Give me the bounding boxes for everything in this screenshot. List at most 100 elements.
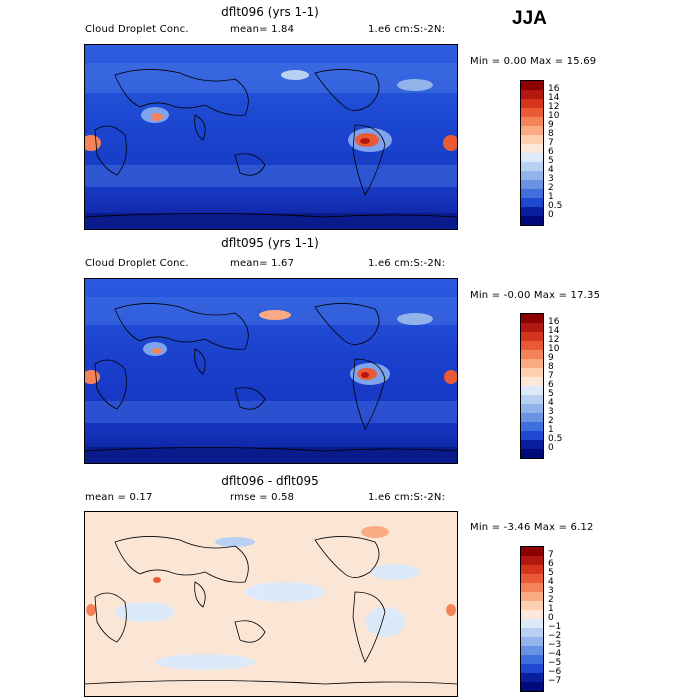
colorbar-tick-label: 0 <box>548 443 554 453</box>
colorbar-tick-label: 0.5 <box>548 201 563 211</box>
colorbar-tick-label: 9 <box>548 353 554 363</box>
colorbar-swatch <box>521 117 543 127</box>
colorbar-swatch <box>521 198 543 208</box>
colorbar-tick-label: 9 <box>548 120 554 130</box>
colorbar-swatch <box>521 180 543 190</box>
colorbar-tick-label: 0 <box>548 613 554 623</box>
panel-3-mean-label: mean = 0.17 <box>85 492 153 503</box>
colorbar-swatch <box>521 664 543 674</box>
colorbar-tick-label: 16 <box>548 84 560 94</box>
colorbar-tick-label: 10 <box>548 344 560 354</box>
colorbar-swatch <box>521 655 543 665</box>
colorbar-tick-label: 6 <box>548 559 554 569</box>
colorbar-tick-label: 5 <box>548 156 554 166</box>
panel-3-colorbar-swatches <box>521 547 543 692</box>
colorbar-swatch <box>521 610 543 620</box>
colorbar-swatch <box>521 314 543 324</box>
colorbar-swatch <box>521 368 543 378</box>
colorbar-tick-label: −1 <box>548 622 562 632</box>
colorbar-swatch <box>521 547 543 557</box>
colorbar-swatch <box>521 422 543 432</box>
colorbar-swatch <box>521 404 543 414</box>
colorbar-swatch <box>521 341 543 351</box>
colorbar-swatch <box>521 359 543 369</box>
panel-3-map <box>84 511 458 697</box>
colorbar-swatch <box>521 377 543 387</box>
colorbar-swatch <box>521 126 543 136</box>
colorbar-tick-label: 10 <box>548 111 560 121</box>
colorbar-tick-label: 4 <box>548 398 554 408</box>
colorbar-swatch <box>521 162 543 172</box>
panel-2-colorbar-swatches <box>521 314 543 459</box>
panel-1-colorbar-swatches <box>521 81 543 226</box>
colorbar-tick-label: 2 <box>548 595 554 605</box>
panel-3-colorbar-box <box>520 546 544 692</box>
colorbar-tick-label: 7 <box>548 550 554 560</box>
colorbar-swatch <box>521 574 543 584</box>
panel-2-colorbar-box <box>520 313 544 459</box>
panel-2-map <box>84 278 458 464</box>
panel-3-title: dflt096 - dflt095 <box>221 474 319 488</box>
panel-2-units-label: 1.e6 cm:S:-2N: <box>368 258 446 269</box>
panel-3-minmax: Min = -3.46 Max = 6.12 <box>470 522 594 533</box>
panel-3-rmse-label: rmse = 0.58 <box>230 492 295 503</box>
panel-1-map <box>84 44 458 230</box>
colorbar-swatch <box>521 449 543 459</box>
colorbar-tick-label: 8 <box>548 129 554 139</box>
colorbar-tick-label: 7 <box>548 138 554 148</box>
panel-2-variable-label: Cloud Droplet Conc. <box>85 258 189 269</box>
colorbar-swatch <box>521 171 543 181</box>
panel-1-colorbar-box <box>520 80 544 226</box>
colorbar-swatch <box>521 144 543 154</box>
colorbar-tick-label: 1 <box>548 192 554 202</box>
colorbar-swatch <box>521 395 543 405</box>
colorbar-swatch <box>521 601 543 611</box>
colorbar-swatch <box>521 682 543 692</box>
colorbar-tick-label: −5 <box>548 658 562 668</box>
panel-1-units-label: 1.e6 cm:S:-2N: <box>368 24 446 35</box>
colorbar-tick-label: −3 <box>548 640 562 650</box>
colorbar-swatch <box>521 565 543 575</box>
colorbar-tick-label: 12 <box>548 335 560 345</box>
colorbar-swatch <box>521 81 543 91</box>
panel-1-variable-label: Cloud Droplet Conc. <box>85 24 189 35</box>
colorbar-tick-label: 3 <box>548 407 554 417</box>
colorbar-swatch <box>521 413 543 423</box>
colorbar-swatch <box>521 386 543 396</box>
colorbar-tick-label: 0 <box>548 210 554 220</box>
colorbar-tick-label: 4 <box>548 577 554 587</box>
colorbar-swatch <box>521 207 543 217</box>
colorbar-swatch <box>521 673 543 683</box>
colorbar-tick-label: 3 <box>548 174 554 184</box>
colorbar-tick-label: 2 <box>548 183 554 193</box>
colorbar-swatch <box>521 99 543 109</box>
colorbar-tick-label: 2 <box>548 416 554 426</box>
colorbar-tick-label: −4 <box>548 649 562 659</box>
panel-1-title: dflt096 (yrs 1-1) <box>221 5 319 19</box>
colorbar-tick-label: 8 <box>548 362 554 372</box>
colorbar-swatch <box>521 556 543 566</box>
colorbar-tick-label: −6 <box>548 667 562 677</box>
colorbar-tick-label: 14 <box>548 326 560 336</box>
colorbar-tick-label: 1 <box>548 425 554 435</box>
colorbar-swatch <box>521 332 543 342</box>
panel-2-title: dflt095 (yrs 1-1) <box>221 236 319 250</box>
colorbar-swatch <box>521 108 543 118</box>
colorbar-tick-label: −7 <box>548 676 562 686</box>
colorbar-tick-label: 3 <box>548 586 554 596</box>
colorbar-tick-label: 6 <box>548 147 554 157</box>
colorbar-tick-label: 4 <box>548 165 554 175</box>
colorbar-tick-label: 14 <box>548 93 560 103</box>
colorbar-swatch <box>521 646 543 656</box>
colorbar-swatch <box>521 637 543 647</box>
colorbar-swatch <box>521 619 543 629</box>
colorbar-swatch <box>521 431 543 441</box>
colorbar-tick-label: 0.5 <box>548 434 563 444</box>
colorbar-tick-label: 5 <box>548 568 554 578</box>
colorbar-swatch <box>521 583 543 593</box>
colorbar-tick-label: 7 <box>548 371 554 381</box>
colorbar-swatch <box>521 323 543 333</box>
colorbar-tick-label: 16 <box>548 317 560 327</box>
colorbar-swatch <box>521 189 543 199</box>
colorbar-tick-label: 12 <box>548 102 560 112</box>
